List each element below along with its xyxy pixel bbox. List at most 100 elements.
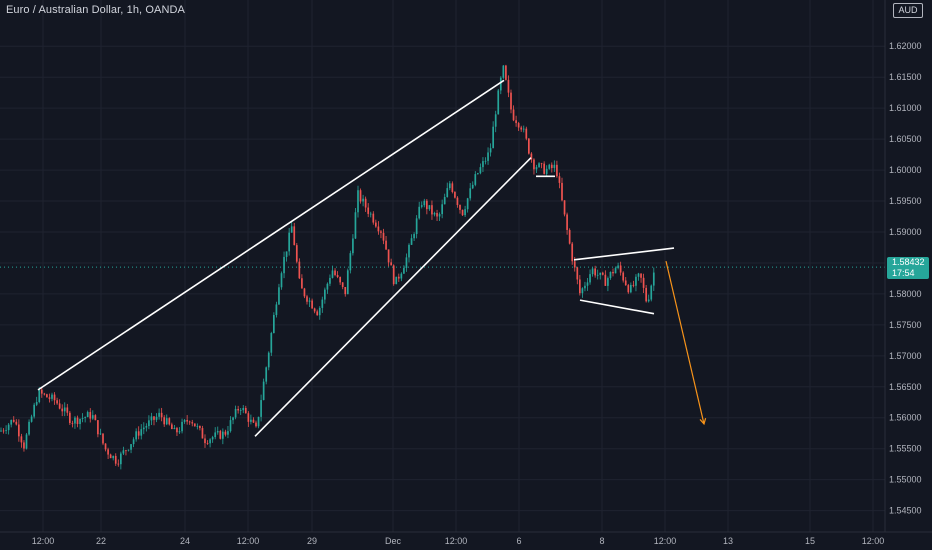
candle <box>290 221 293 233</box>
candle <box>71 420 74 428</box>
candle <box>267 351 270 371</box>
candle <box>262 378 265 401</box>
candle <box>558 172 561 189</box>
price-tick-label: 1.58000 <box>889 289 922 299</box>
candle <box>341 282 344 290</box>
candle <box>293 222 296 246</box>
candle <box>206 440 209 445</box>
candle <box>109 453 112 459</box>
candle <box>97 420 99 438</box>
candle <box>492 121 494 149</box>
candle <box>622 271 625 283</box>
candle <box>209 438 211 448</box>
time-tick-label: 12:00 <box>237 536 260 546</box>
candle <box>278 283 280 305</box>
candle <box>285 251 288 262</box>
candle <box>234 405 237 420</box>
currency-button[interactable]: AUD <box>893 3 923 18</box>
candle <box>326 282 329 294</box>
symbol-title[interactable]: Euro / Australian Dollar, 1h, OANDA <box>6 4 185 16</box>
candle <box>114 453 117 466</box>
candle <box>538 162 540 168</box>
candle <box>99 428 102 436</box>
candle <box>530 152 533 163</box>
candle <box>650 284 653 302</box>
candle <box>543 161 545 175</box>
candle <box>30 414 33 423</box>
candle <box>459 204 461 214</box>
candle <box>183 419 186 424</box>
candle <box>517 121 520 131</box>
candle <box>454 191 456 199</box>
candle <box>471 181 474 190</box>
candle <box>222 428 224 445</box>
candle <box>502 65 505 79</box>
candle <box>107 447 109 459</box>
candle <box>451 181 454 194</box>
candle <box>397 273 400 282</box>
last-price-badge: 1.58432 17:54 <box>887 257 929 279</box>
candle <box>112 455 115 461</box>
candle <box>15 419 18 426</box>
candle <box>482 157 484 172</box>
price-tick-label: 1.55500 <box>889 444 922 454</box>
trendline[interactable] <box>254 157 532 437</box>
candle <box>2 428 5 434</box>
candle <box>150 412 153 426</box>
price-axis[interactable]: 1.62000 1.61500 1.61000 1.60500 1.60000 1.595… <box>884 0 922 532</box>
candle <box>591 267 594 277</box>
candle <box>288 227 290 256</box>
candle <box>645 284 647 303</box>
candle <box>484 157 487 165</box>
candle <box>395 276 398 285</box>
candle <box>46 393 48 398</box>
candle <box>545 165 548 177</box>
price-tick-label: 1.62000 <box>889 41 922 51</box>
drawings[interactable] <box>37 79 707 437</box>
candle <box>331 265 334 279</box>
candle <box>127 449 130 452</box>
candle <box>535 164 538 173</box>
candle <box>477 172 479 175</box>
candle <box>130 443 132 454</box>
candle <box>632 280 635 288</box>
forecast-arrow[interactable] <box>665 260 707 426</box>
candle <box>520 125 523 132</box>
candle <box>609 271 612 280</box>
candle <box>568 228 571 245</box>
candle <box>260 394 262 422</box>
candle <box>469 182 472 201</box>
candle <box>505 64 507 81</box>
candle <box>232 416 234 425</box>
candle <box>497 88 500 115</box>
candle <box>405 253 408 272</box>
candle <box>176 426 178 436</box>
candle <box>448 180 451 191</box>
candle <box>400 272 403 282</box>
candle <box>35 396 38 407</box>
candle <box>104 443 107 452</box>
candle <box>589 269 591 285</box>
candle <box>69 410 71 425</box>
time-axis[interactable]: 12:00 22 24 12:00 29 Dec 12:00 6 8 12:00 13 15 12:00 <box>0 531 932 546</box>
candle <box>436 209 438 222</box>
candle <box>413 232 415 242</box>
candle <box>627 283 630 294</box>
candle <box>617 262 619 270</box>
candle <box>357 185 359 218</box>
trendline[interactable] <box>573 247 675 261</box>
candle <box>367 203 370 218</box>
candle <box>464 205 466 217</box>
candle <box>581 287 584 298</box>
trendline[interactable] <box>579 299 655 315</box>
trendline[interactable] <box>37 79 505 391</box>
candle <box>321 296 324 313</box>
candle <box>229 416 232 433</box>
candle <box>540 162 543 169</box>
candle <box>165 414 168 426</box>
candle <box>550 162 553 173</box>
candle <box>408 243 410 263</box>
candle <box>507 75 510 98</box>
time-tick-label: 8 <box>599 536 604 546</box>
